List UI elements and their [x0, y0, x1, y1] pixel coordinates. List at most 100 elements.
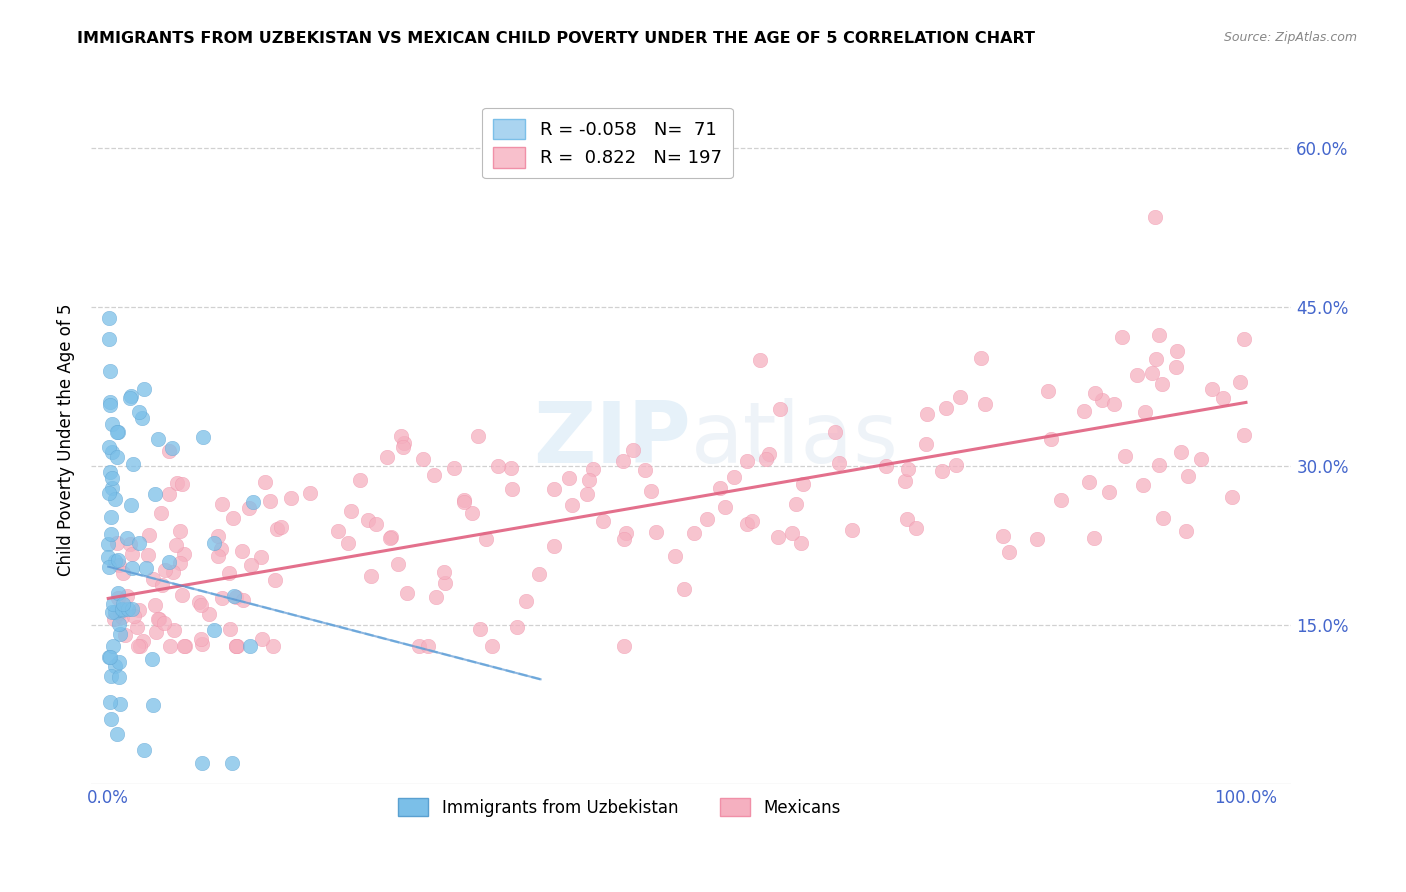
Point	[1147, 458, 1170, 472]
Text: IMMIGRANTS FROM UZBEKISTAN VS MEXICAN CHILD POVERTY UNDER THE AGE OF 5 CORRELATI: IMMIGRANTS FROM UZBEKISTAN VS MEXICAN CH…	[77, 31, 1035, 46]
Point	[460, 506, 482, 520]
Point	[945, 458, 967, 472]
Point	[98, 649, 121, 664]
Point	[897, 462, 920, 476]
Point	[136, 548, 159, 562]
Point	[207, 549, 229, 564]
Point	[111, 602, 134, 616]
Point	[115, 589, 138, 603]
Point	[714, 500, 737, 515]
Point	[134, 382, 156, 396]
Point	[468, 623, 491, 637]
Point	[1150, 377, 1173, 392]
Point	[231, 544, 253, 558]
Point	[105, 450, 128, 465]
Point	[467, 428, 489, 442]
Point	[250, 632, 273, 647]
Point	[389, 429, 412, 443]
Point	[1233, 427, 1256, 442]
Point	[280, 491, 302, 506]
Point	[378, 531, 401, 545]
Point	[1114, 449, 1136, 463]
Point	[364, 517, 387, 532]
Point	[101, 605, 124, 619]
Point	[100, 527, 122, 541]
Point	[949, 390, 972, 404]
Point	[100, 510, 122, 524]
Point	[1140, 366, 1163, 380]
Point	[98, 486, 121, 500]
Point	[108, 627, 131, 641]
Point	[135, 561, 157, 575]
Point	[634, 462, 657, 476]
Point	[225, 590, 247, 604]
Point	[506, 620, 529, 634]
Point	[481, 639, 503, 653]
Point	[1189, 452, 1212, 467]
Point	[575, 487, 598, 501]
Point	[101, 639, 124, 653]
Point	[100, 669, 122, 683]
Point	[240, 558, 263, 572]
Text: atlas: atlas	[692, 398, 900, 481]
Point	[166, 475, 188, 490]
Point	[425, 591, 447, 605]
Point	[749, 353, 772, 368]
Point	[741, 514, 763, 528]
Point	[97, 649, 120, 664]
Point	[1126, 368, 1149, 382]
Point	[453, 493, 475, 508]
Point	[501, 482, 523, 496]
Point	[221, 756, 243, 770]
Point	[112, 597, 135, 611]
Point	[790, 535, 813, 549]
Point	[543, 539, 565, 553]
Point	[758, 447, 780, 461]
Point	[612, 454, 634, 468]
Point	[120, 389, 142, 403]
Point	[157, 555, 180, 569]
Point	[683, 526, 706, 541]
Point	[557, 471, 579, 485]
Point	[100, 395, 122, 409]
Point	[613, 639, 636, 653]
Point	[673, 582, 696, 596]
Point	[97, 559, 120, 574]
Point	[735, 517, 758, 532]
Point	[98, 332, 121, 346]
Point	[150, 578, 173, 592]
Point	[120, 498, 142, 512]
Point	[121, 561, 143, 575]
Point	[377, 450, 399, 464]
Point	[108, 697, 131, 711]
Point	[991, 529, 1014, 543]
Point	[100, 364, 122, 378]
Point	[145, 624, 167, 639]
Point	[1084, 385, 1107, 400]
Point	[768, 530, 790, 544]
Point	[259, 494, 281, 508]
Point	[974, 397, 997, 411]
Point	[163, 623, 186, 637]
Point	[582, 462, 605, 476]
Point	[108, 670, 131, 684]
Point	[828, 456, 851, 470]
Point	[100, 444, 122, 458]
Point	[157, 444, 180, 458]
Point	[931, 464, 953, 478]
Point	[475, 532, 498, 546]
Point	[103, 612, 125, 626]
Point	[98, 695, 121, 709]
Point	[486, 458, 509, 473]
Point	[416, 639, 439, 653]
Point	[1132, 477, 1154, 491]
Point	[146, 432, 169, 446]
Point	[349, 473, 371, 487]
Point	[128, 639, 150, 653]
Point	[117, 602, 139, 616]
Point	[169, 556, 191, 570]
Point	[146, 611, 169, 625]
Point	[1229, 375, 1251, 389]
Point	[755, 452, 778, 467]
Point	[148, 612, 170, 626]
